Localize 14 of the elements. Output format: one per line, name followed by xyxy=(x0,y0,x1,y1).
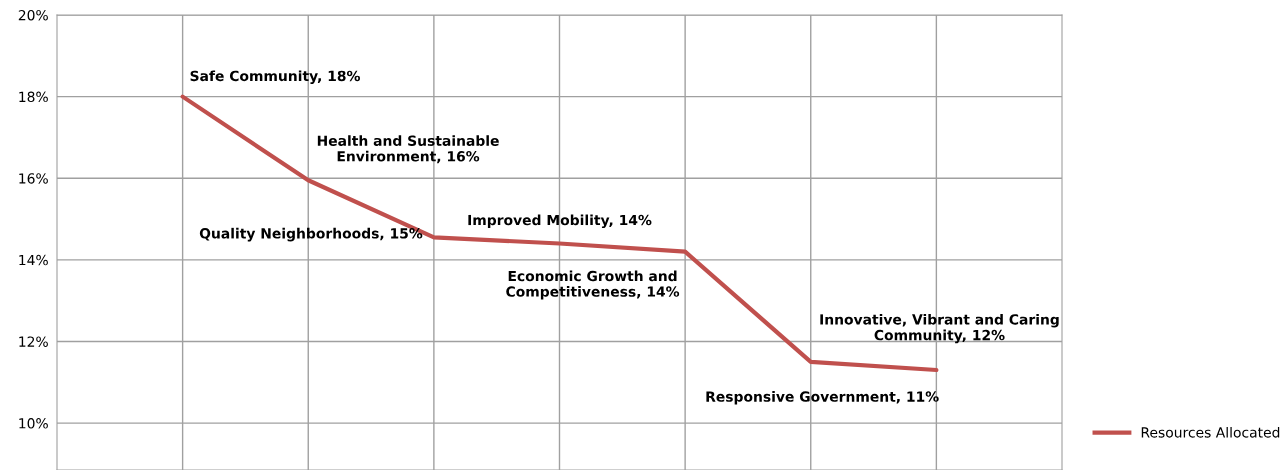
y-tick-label: 18% xyxy=(19,91,48,103)
y-tick-label: 16% xyxy=(19,173,48,184)
y-tick-label: 20% xyxy=(18,9,48,21)
legend-label: Resources Allocated xyxy=(1141,426,1280,438)
y-tick-label: 10% xyxy=(19,418,48,429)
y-tick-label: 12% xyxy=(19,336,48,347)
data-label: Safe Community, 18% xyxy=(190,70,360,84)
data-label: Economic Growth and Competitiveness, 14% xyxy=(506,270,680,300)
data-label: Health and Sustainable Environment, 16% xyxy=(317,135,499,164)
data-label: Quality Neighborhoods, 15% xyxy=(199,227,423,242)
data-label: Improved Mobility, 14% xyxy=(468,214,652,229)
data-label: Innovative, Vibrant and Caring Community, 12% xyxy=(820,313,1059,344)
data-label: Responsive Government, 11% xyxy=(706,391,939,405)
y-tick-label: 14% xyxy=(19,254,48,266)
